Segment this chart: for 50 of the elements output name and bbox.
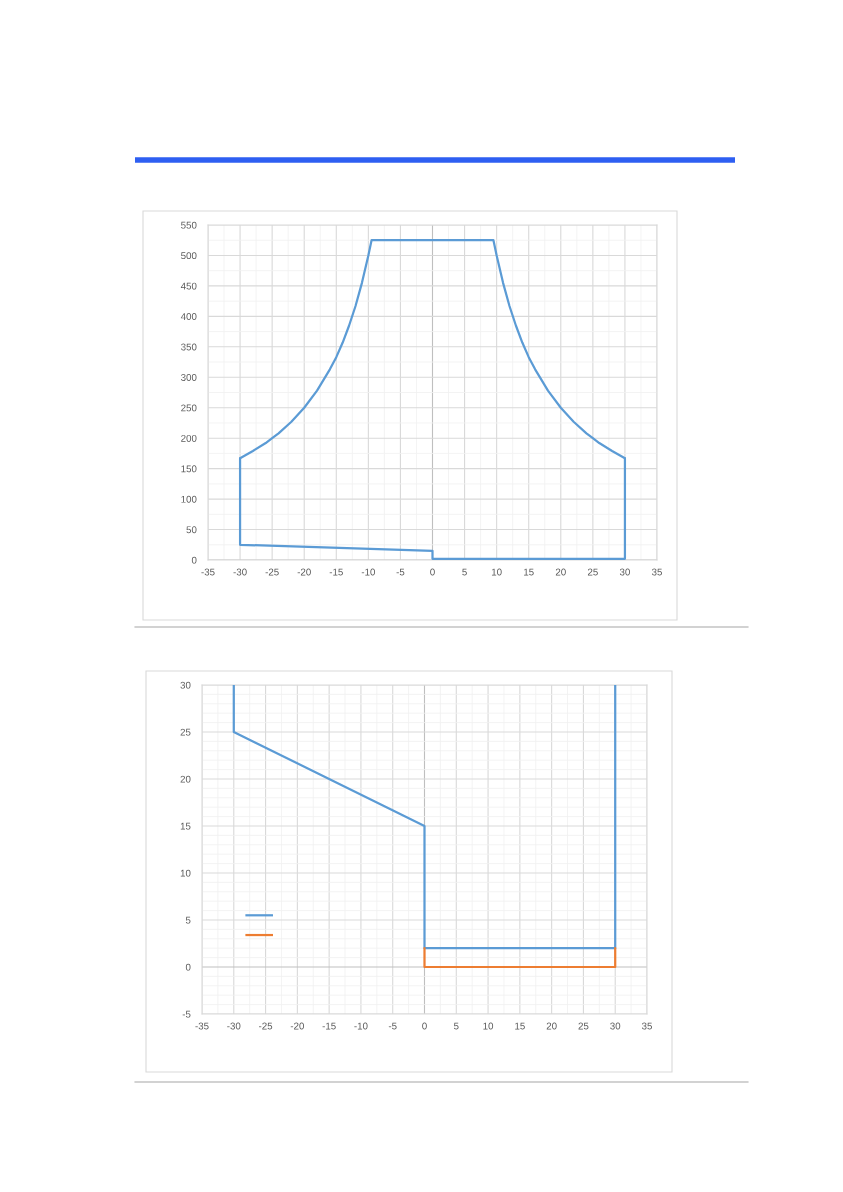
y-tick-label: 250 (181, 404, 197, 412)
x-tick-label: 35 (641, 1022, 652, 1030)
y-tick-label: 25 (180, 728, 191, 736)
y-tick-label: 150 (181, 465, 197, 473)
y-tick-label: 450 (180, 282, 197, 290)
y-tick-label: -5 (182, 1010, 191, 1018)
x-tick-label: 20 (555, 568, 566, 576)
x-tick-label: 35 (651, 568, 662, 576)
x-tick-label: -35 (195, 1022, 209, 1030)
x-tick-label: 10 (491, 568, 502, 576)
y-tick-label: 10 (180, 869, 191, 877)
x-tick-label: 30 (619, 568, 630, 576)
x-tick-label: 25 (578, 1022, 589, 1030)
x-tick-label: -35 (201, 568, 215, 576)
x-tick-label: -20 (290, 1022, 304, 1030)
y-tick-label: 0 (185, 963, 191, 971)
x-tick-label: -5 (396, 568, 405, 576)
y-tick-label: 200 (181, 434, 197, 442)
x-tick-label: -30 (227, 1022, 241, 1030)
x-tick-label: 5 (453, 1022, 459, 1030)
x-tick-label: -30 (233, 568, 247, 576)
x-tick-label: 15 (524, 568, 534, 576)
x-tick-label: -5 (388, 1022, 397, 1030)
x-tick-label: 25 (587, 568, 598, 576)
x-tick-label: -15 (329, 568, 343, 576)
x-tick-label: 20 (546, 1022, 557, 1030)
y-tick-label: 0 (191, 556, 197, 564)
x-tick-label: 15 (515, 1022, 525, 1030)
y-tick-label: 20 (180, 775, 191, 783)
x-tick-label: 0 (422, 1022, 427, 1030)
y-tick-label: 300 (181, 374, 197, 381)
y-tick-label: 400 (180, 313, 197, 320)
x-tick-label: -25 (258, 1022, 273, 1030)
x-tick-label: -20 (297, 568, 311, 576)
x-tick-label: 30 (610, 1022, 621, 1030)
y-tick-label: 30 (180, 681, 191, 689)
y-tick-label: 550 (181, 221, 197, 229)
x-tick-label: 0 (430, 568, 435, 576)
x-tick-label: -25 (265, 568, 279, 576)
y-tick-label: 15 (180, 822, 191, 830)
x-tick-label: -10 (354, 1022, 368, 1030)
y-tick-label: 5 (185, 916, 191, 924)
y-tick-label: 100 (181, 495, 197, 503)
x-tick-label: 5 (462, 568, 467, 576)
y-tick-label: 350 (181, 343, 197, 351)
x-tick-label: 10 (483, 1022, 494, 1030)
x-tick-label: -10 (361, 568, 375, 576)
y-tick-label: 50 (186, 526, 197, 534)
x-tick-label: -15 (322, 1022, 336, 1030)
y-tick-label: 500 (181, 252, 197, 260)
